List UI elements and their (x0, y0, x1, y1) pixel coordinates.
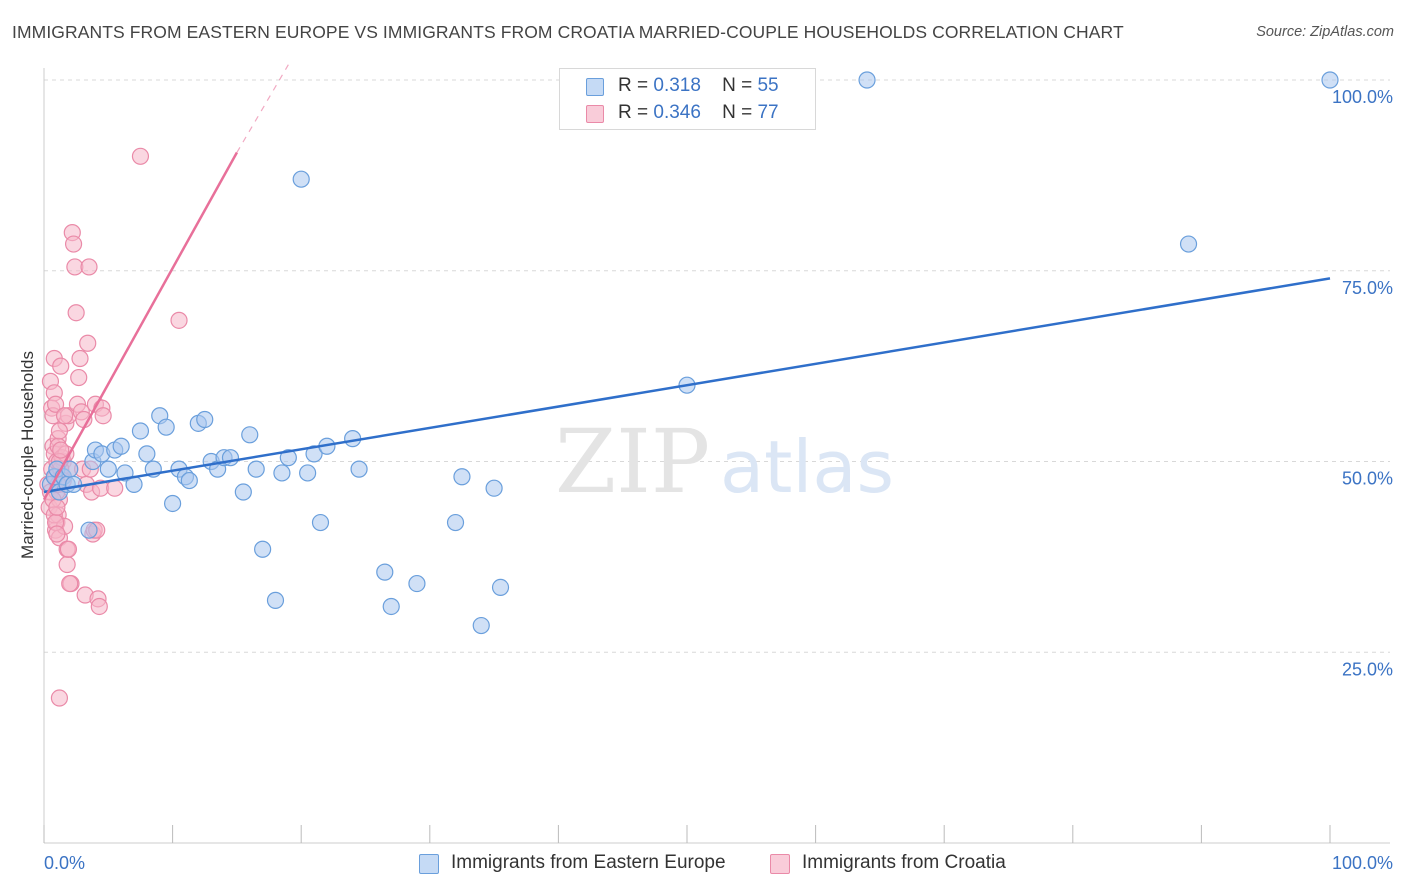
eastern-europe-point (376, 563, 394, 581)
eastern-europe-point (64, 475, 83, 493)
bottom-legend-label: Immigrants from Eastern Europe (451, 852, 726, 873)
y-axis-label: Married-couple Households (18, 351, 37, 559)
croatia-point (59, 540, 78, 558)
x-tick-label-max: 100.0% (1332, 853, 1393, 873)
eastern-europe-point (311, 513, 330, 532)
legend-r-label: R = (618, 102, 649, 123)
croatia-point (106, 479, 124, 497)
croatia-point (52, 357, 70, 375)
eastern-europe-point (266, 591, 285, 609)
legend-n-label: N = (722, 102, 753, 123)
eastern-europe-point (180, 471, 198, 490)
legend-swatch-pink (586, 105, 604, 123)
croatia-point (48, 525, 66, 543)
legend-r-value: 0.346 (653, 102, 701, 123)
croatia-point (131, 147, 150, 165)
eastern-europe-point (112, 437, 130, 455)
eastern-europe-point (234, 483, 252, 501)
eastern-europe-point (858, 71, 876, 89)
tick-label-layer: 100.0% 75.0% 50.0% 25.0% 0.0% 100.0% (44, 87, 1393, 873)
trend-line-croatia (42, 151, 238, 501)
eastern-europe-point (485, 479, 503, 497)
bottom-legend-swatch-pink (770, 854, 790, 874)
croatia-point (50, 689, 69, 707)
croatia-point (70, 368, 88, 387)
eastern-europe-point (196, 410, 214, 429)
chart-title: IMMIGRANTS FROM EASTERN EUROPE VS IMMIGR… (12, 22, 1124, 42)
croatia-point (67, 304, 85, 322)
croatia-point (79, 334, 97, 352)
watermark-atlas: atlas (720, 425, 894, 509)
axis-layer (43, 68, 1390, 844)
eastern-europe-point (1179, 235, 1198, 253)
eastern-europe-point (279, 449, 297, 467)
bottom-legend-swatch-blue (419, 854, 439, 874)
legend-n-value: 77 (757, 102, 779, 123)
y-tick-label: 50.0% (1342, 469, 1393, 489)
eastern-europe-point (305, 445, 323, 463)
croatia-point (46, 395, 65, 413)
croatia-point (64, 235, 83, 253)
croatia-point (80, 258, 98, 276)
eastern-europe-point (99, 460, 117, 478)
y-tick-label: 75.0% (1342, 278, 1393, 298)
trend-layer (42, 64, 1331, 501)
eastern-europe-point (299, 464, 317, 482)
croatia-point (170, 311, 188, 329)
trend-line-eastern-europe (43, 277, 1331, 494)
eastern-europe-point (164, 494, 182, 513)
y-tick-label: 100.0% (1332, 87, 1393, 107)
croatia-point (52, 441, 70, 459)
eastern-europe-point (472, 616, 490, 635)
eastern-europe-point (292, 170, 310, 188)
grid-layer (44, 79, 1390, 653)
croatia-point (58, 555, 76, 574)
watermark-zip: ZIP (555, 410, 710, 513)
eastern-europe-point (247, 460, 265, 478)
correlation-legend: R = 0.318 N = 55 R = 0.346 N = 77 (559, 68, 816, 130)
eastern-europe-point (221, 449, 240, 467)
eastern-europe-point (131, 422, 150, 440)
eastern-europe-point (350, 460, 368, 478)
legend-n-label: N = (722, 75, 753, 96)
series-eastern-europe-points (41, 71, 1339, 635)
legend-n-value: 55 (757, 75, 779, 96)
eastern-europe-point (241, 426, 259, 444)
eastern-europe-point (273, 464, 291, 482)
legend-r-value: 0.318 (653, 75, 701, 96)
croatia-point (71, 349, 89, 368)
eastern-europe-point (138, 445, 156, 463)
eastern-europe-point (254, 540, 272, 558)
x-tick-label-min: 0.0% (44, 853, 85, 873)
eastern-europe-point (80, 521, 98, 539)
legend-swatch-blue (586, 78, 604, 96)
croatia-point (90, 597, 108, 616)
croatia-point (50, 422, 69, 440)
eastern-europe-point (446, 513, 465, 532)
y-tick-label: 25.0% (1342, 659, 1393, 679)
eastern-europe-point (408, 574, 426, 593)
croatia-point (61, 574, 79, 593)
trend-line-croatia-extension (236, 64, 289, 153)
croatia-point (94, 407, 112, 425)
croatia-point (55, 407, 74, 425)
croatia-point (48, 498, 66, 516)
eastern-europe-point (157, 418, 175, 436)
source-label: Source: ZipAtlas.com (1256, 24, 1394, 40)
eastern-europe-point (382, 597, 400, 616)
bottom-legend-label: Immigrants from Croatia (802, 852, 1006, 873)
eastern-europe-point (491, 578, 510, 596)
legend-r-label: R = (618, 75, 649, 96)
eastern-europe-point (453, 468, 471, 486)
eastern-europe-point (1321, 71, 1339, 89)
